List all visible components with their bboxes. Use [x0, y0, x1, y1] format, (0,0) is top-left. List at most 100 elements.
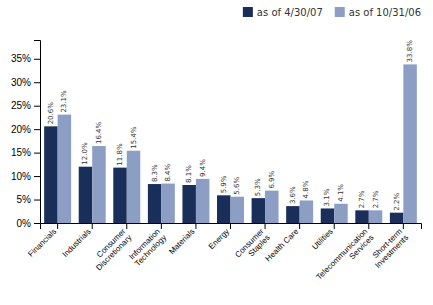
data-label: 12.0% — [81, 142, 89, 165]
bar — [321, 208, 334, 223]
x-tick: InformationTechnology — [127, 223, 168, 268]
x-tick-label: Financials — [26, 227, 58, 259]
chart: 0% 5% 10% 15% 20% 25% 30% 35% FinancialsIndustri… — [0, 0, 433, 305]
x-tick-label: InformationTechnology — [127, 227, 168, 268]
bar — [334, 204, 347, 223]
data-label: 5.9% — [220, 175, 228, 193]
x-tick-label-line: Health Care — [264, 226, 301, 263]
x-tick-label-line: Investments — [373, 233, 410, 270]
bars — [44, 64, 417, 223]
bar — [44, 126, 57, 223]
data-label: 4.1% — [337, 184, 345, 202]
x-tick: Financials — [26, 223, 58, 259]
bar — [252, 198, 265, 223]
bar — [390, 213, 403, 223]
x-tick-label-line: Materials — [167, 227, 196, 256]
y-tick-mark — [34, 59, 40, 60]
y-tick: 0% — [17, 218, 40, 229]
x-tick-mark — [265, 223, 266, 229]
y-tick: 25% — [11, 100, 40, 111]
y-tick-mark — [34, 82, 40, 83]
y-tick: 15% — [11, 147, 40, 158]
x-tick-mark — [230, 223, 231, 229]
legend: as of 4/30/07 as of 10/31/06 — [243, 7, 421, 18]
x-tick: Industrials — [61, 223, 93, 259]
data-label: 2.7% — [372, 190, 380, 208]
bar — [265, 191, 278, 223]
x-tick: Energy — [207, 223, 231, 251]
legend-label: as of 10/31/06 — [349, 7, 421, 18]
data-label: 20.6% — [47, 102, 55, 125]
bar — [148, 184, 161, 223]
y-tick: 10% — [11, 171, 40, 182]
x-tick: ConsumerDiscretionary — [88, 223, 134, 272]
x-axis-line — [41, 224, 422, 230]
x-tick: Short-termInvestments — [367, 223, 410, 270]
x-tick-mark — [334, 223, 335, 229]
legend-label: as of 4/30/07 — [257, 7, 323, 18]
x-tick-label: Industrials — [61, 227, 93, 259]
bar-series — [58, 64, 417, 223]
y-tick: 20% — [11, 124, 40, 135]
bar — [92, 146, 105, 223]
y-tick-label: 30% — [11, 77, 31, 88]
data-label: 33.8% — [406, 40, 414, 63]
x-tick-label: Utilities — [310, 227, 335, 252]
y-tick-label: 20% — [11, 124, 31, 135]
bar — [182, 185, 195, 223]
x-tick-label-line: Utilities — [310, 227, 335, 252]
y-tick-label: 0% — [17, 218, 32, 229]
x-tick-label: Energy — [207, 227, 231, 251]
x-tick-mark — [195, 223, 196, 229]
data-label: 15.4% — [130, 126, 138, 149]
x-tick-mark — [403, 223, 404, 229]
x-tick-label: Short-termInvestments — [367, 227, 410, 270]
y-tick-label: 35% — [11, 53, 31, 64]
plot-area: 0% 5% 10% 15% 20% 25% 30% 35% FinancialsIndustri… — [11, 40, 422, 288]
bar — [231, 197, 244, 223]
x-tick-label-line: Discretionary — [94, 233, 133, 272]
x-tick-mark — [126, 223, 127, 229]
x-tick-label-line: Industrials — [61, 227, 93, 259]
bar — [369, 210, 382, 223]
y-tick-label: 5% — [17, 194, 32, 205]
x-tick-mark — [368, 223, 369, 229]
x-tick-label: TelecommunicationServices — [315, 227, 376, 288]
data-label: 16.4% — [95, 121, 103, 144]
y-tick-mark — [34, 200, 40, 201]
data-label: 3.1% — [323, 188, 331, 206]
legend-swatch — [243, 7, 253, 17]
x-tick: Utilities — [310, 223, 335, 251]
y-tick-mark — [34, 106, 40, 107]
bar — [286, 206, 299, 223]
data-label: 8.4% — [164, 163, 172, 181]
x-tick-label-line: Telecommunication — [315, 227, 370, 282]
x-tick-mark — [57, 223, 58, 229]
x-tick-label: Materials — [167, 227, 196, 256]
bar — [300, 200, 313, 223]
y-axis: 0% 5% 10% 15% 20% 25% 30% 35% — [11, 41, 41, 229]
y-tick: 35% — [11, 53, 40, 64]
data-label: 2.7% — [358, 190, 366, 208]
x-tick: Health Care — [264, 223, 301, 263]
data-label: 8.1% — [185, 165, 193, 183]
data-label: 5.3% — [254, 178, 262, 196]
data-label: 11.8% — [116, 143, 124, 166]
x-tick-label-line: Energy — [207, 227, 231, 251]
y-tick-label: 15% — [11, 147, 31, 158]
x-tick-label: ConsumerDiscretionary — [88, 227, 134, 273]
x-tick: TelecommunicationServices — [315, 223, 376, 288]
legend-item: as of 10/31/06 — [335, 7, 421, 18]
bar — [127, 151, 140, 223]
data-label: 4.8% — [302, 180, 310, 198]
bar — [161, 184, 174, 223]
bar — [403, 64, 416, 223]
legend-item: as of 4/30/07 — [243, 7, 323, 18]
x-tick-mark — [92, 223, 93, 229]
x-tick-mark — [299, 223, 300, 229]
x-tick-label-line: Services — [348, 233, 376, 261]
y-tick-mark — [34, 223, 40, 224]
data-label: 5.6% — [233, 177, 241, 195]
bar — [217, 195, 230, 223]
x-tick-mark — [161, 223, 162, 229]
